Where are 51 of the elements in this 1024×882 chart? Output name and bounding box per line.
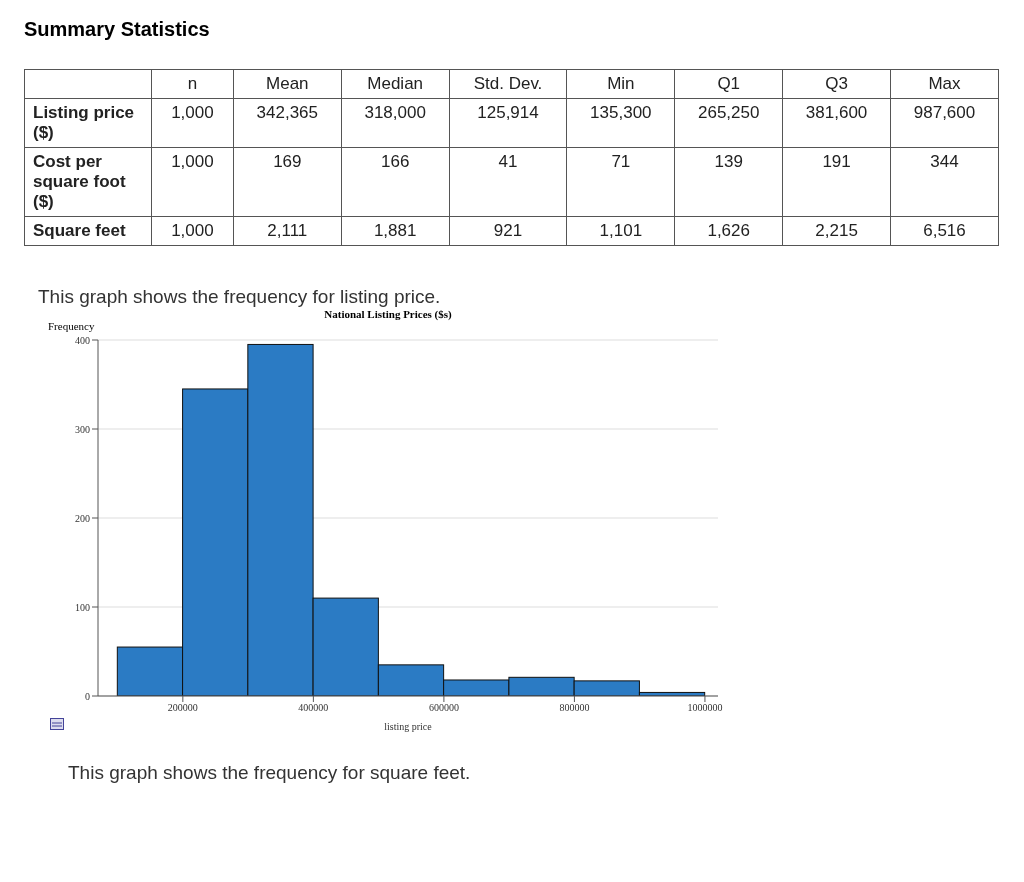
x-tick-label: 200000 [167,702,198,714]
text: 169 [233,147,342,217]
text: 2,111 [233,216,342,246]
text: This graph shows the frequency for listing price. [38,286,442,308]
text: 71 [566,147,675,217]
chart-title: National Listing Prices ($s) [323,308,453,320]
x-tick-label: 600000 [428,702,459,714]
text: Median [341,69,450,99]
text: 191 [782,147,891,217]
text: Std. Dev. [449,69,567,99]
text: 1,101 [566,216,675,246]
text: 135,300 [566,98,675,148]
text: 987,600 [890,98,999,148]
text: 6,516 [890,216,999,246]
text: 921 [449,216,567,246]
y-tick-label: 400 [75,334,90,346]
text: 166 [341,147,450,217]
text: 41 [449,147,567,217]
text: Q1 [674,69,783,99]
text: 381,600 [782,98,891,148]
text: 1,626 [674,216,783,246]
y-tick-label: 0 [85,690,90,702]
text: Cost per square foot ($) [24,147,152,217]
text: 1,000 [151,147,234,217]
text: Min [566,69,675,99]
text: 2,215 [782,216,891,246]
text: Q3 [782,69,891,99]
text: Summary Statistics [24,18,211,41]
x-tick-label: 800000 [559,702,590,714]
text: This graph shows the frequency for square feet. [68,762,472,784]
text: 265,250 [674,98,783,148]
text: Listing price ($) [24,98,152,148]
x-tick-label: 400000 [298,702,329,714]
text: Square feet [24,216,152,246]
x-axis-title: listing price [384,721,433,732]
text: 1,881 [341,216,450,246]
text: Mean [233,69,342,99]
x-tick-label: 1000000 [687,702,723,714]
text: 344 [890,147,999,217]
text: 139 [674,147,783,217]
text: 318,000 [341,98,450,148]
y-tick-label: 200 [75,512,90,524]
text: 1,000 [151,98,234,148]
y-axis-title: Frequency [48,320,96,332]
y-tick-label: 100 [75,601,90,613]
text: 1,000 [151,216,234,246]
text: Max [890,69,999,99]
y-tick-label: 300 [75,423,90,435]
text: 342,365 [233,98,342,148]
text: n [151,69,234,99]
text: 125,914 [449,98,567,148]
